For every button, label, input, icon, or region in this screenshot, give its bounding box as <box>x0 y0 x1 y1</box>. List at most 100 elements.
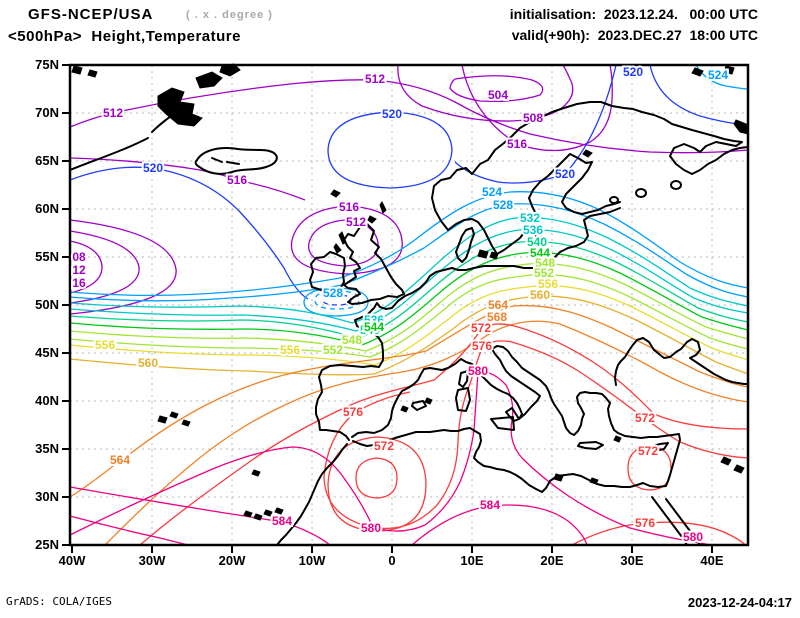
contour-label: 572 <box>471 321 491 335</box>
contour-label: 580 <box>468 364 488 378</box>
height-contour-516 <box>290 205 403 275</box>
contour-label: 576 <box>343 405 363 419</box>
y-axis-label: 70N <box>35 105 59 120</box>
height-contour-540 <box>69 240 749 339</box>
height-contour-532 <box>69 216 749 324</box>
y-axis-label: 65N <box>35 153 59 168</box>
height-contour-556 <box>69 284 749 366</box>
contour-label: 12 <box>72 263 86 277</box>
height-contour-512 <box>69 230 140 304</box>
height-contour-524 <box>695 64 749 90</box>
contour-label: 576 <box>635 516 655 530</box>
x-axis-label: 10W <box>299 553 326 568</box>
height-contour-560 <box>69 295 749 376</box>
y-axis-label: 75N <box>35 57 59 72</box>
contour-label: 516 <box>507 137 527 151</box>
x-axis-label: 20W <box>219 553 246 568</box>
contour-label: 536 <box>364 313 384 327</box>
contour-label: 520 <box>623 65 643 79</box>
contour-label: 544 <box>530 246 550 260</box>
contour-label: 548 <box>535 256 555 270</box>
y-axis-label: 50N <box>35 297 59 312</box>
contour-label: 16 <box>72 276 86 290</box>
height-contours <box>69 64 749 546</box>
contour-value-labels: 5045085125125165165125160812165205205205… <box>70 63 730 546</box>
contour-label: 520 <box>143 161 163 175</box>
contour-label: 540 <box>527 235 547 249</box>
height-contour-516 <box>69 219 177 315</box>
contour-label: 572 <box>638 444 658 458</box>
y-axis-label: 55N <box>35 249 59 264</box>
x-axis-label: 0 <box>388 553 395 568</box>
height-contour-572 <box>139 323 749 546</box>
height-contour-520 <box>69 166 309 300</box>
contour-label: 564 <box>488 298 508 312</box>
contour-label: 560 <box>530 288 550 302</box>
contour-label: 520 <box>382 107 402 121</box>
coastlines <box>69 63 749 546</box>
height-contour-572 <box>627 445 672 491</box>
units-note: ( . x . degree ) <box>186 9 273 21</box>
contour-label: 572 <box>374 439 394 453</box>
contour-label: 524 <box>708 68 728 82</box>
contour-label: 584 <box>480 498 500 512</box>
height-contour-508 <box>397 64 574 122</box>
height-contour-516 <box>461 64 613 152</box>
contour-label: 540 <box>360 323 380 337</box>
contour-label: 08 <box>72 250 86 264</box>
contour-label: 580 <box>683 530 703 544</box>
contour-label: 572 <box>635 411 655 425</box>
contour-label: 580 <box>361 521 381 535</box>
contour-label: 528 <box>323 286 343 300</box>
height-contour-528 <box>303 287 369 317</box>
height-contour-576 <box>323 340 749 530</box>
height-contour-536 <box>69 228 749 332</box>
contour-label: 512 <box>365 72 385 86</box>
model-title: GFS-NCEP/USA <box>28 6 154 23</box>
valid-time: valid(+90h): 2023.DEC.27 18:00 UTC <box>511 27 758 43</box>
x-axis-label: 30E <box>620 553 643 568</box>
contour-label: 556 <box>280 343 300 357</box>
contour-label: 516 <box>339 200 359 214</box>
y-axis-label: 40N <box>35 393 59 408</box>
x-axis-label: 40W <box>59 553 86 568</box>
height-contour-520 <box>327 111 453 189</box>
contour-label: 552 <box>323 343 343 357</box>
axis-ticks-and-labels: 40W 30W 20W 10W 0 10E 20E 30E 40E 75N 70N 65N 60N 55N… <box>35 57 724 568</box>
height-contour-524 <box>69 191 749 297</box>
height-contour-508 <box>69 240 103 294</box>
contour-label: 504 <box>488 88 508 102</box>
contour-label: 584 <box>272 514 292 528</box>
height-contour-564 <box>69 304 749 498</box>
contour-label: 568 <box>487 310 507 324</box>
height-contour-584 <box>69 486 331 546</box>
height-contour-520 <box>322 294 352 306</box>
contour-label: 556 <box>538 277 558 291</box>
y-axis-label: 25N <box>35 537 59 552</box>
height-contour-584 <box>411 504 588 546</box>
height-contour-528 <box>69 203 749 302</box>
height-contour-552 <box>69 273 749 358</box>
x-axis-label: 40E <box>700 553 723 568</box>
x-axis-label: 30W <box>139 553 166 568</box>
height-contour-576 <box>571 521 746 546</box>
contour-label: 552 <box>534 266 554 280</box>
height-contour-544 <box>69 251 749 346</box>
height-contour-548 <box>69 262 749 352</box>
height-contour-520 <box>454 64 617 184</box>
contour-label: 576 <box>472 339 492 353</box>
grads-credit: GrADS: COLA/IGES <box>6 595 112 608</box>
contour-label: 544 <box>364 320 384 334</box>
contour-label: 528 <box>493 198 513 212</box>
contour-label: 556 <box>95 338 115 352</box>
contour-label: 560 <box>138 356 158 370</box>
contour-label: 516 <box>227 173 247 187</box>
contour-label: 536 <box>523 223 543 237</box>
contour-label: 508 <box>523 111 543 125</box>
height-contour-584 <box>69 515 189 546</box>
height-contour-516 <box>69 157 306 201</box>
y-axis-label: 30N <box>35 489 59 504</box>
y-axis-label: 35N <box>35 441 59 456</box>
contour-label: 524 <box>482 185 502 199</box>
